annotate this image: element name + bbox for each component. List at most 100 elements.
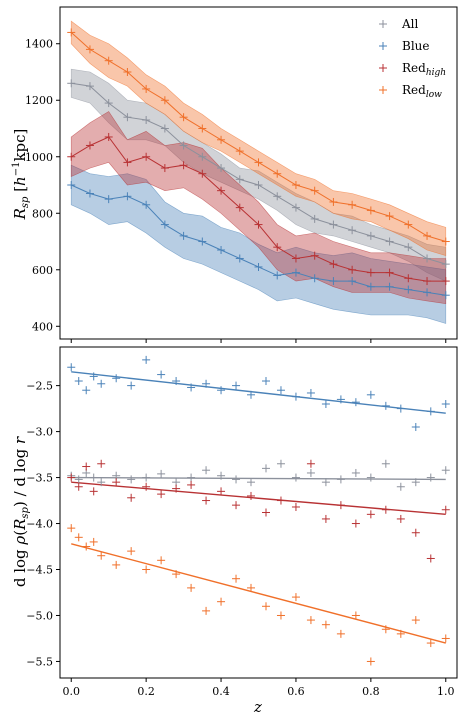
- marker-blue: [423, 288, 432, 297]
- marker-red-low: [89, 537, 98, 546]
- marker-red-low: [160, 96, 169, 105]
- marker-all: [97, 478, 106, 487]
- marker-red-high: [235, 203, 244, 212]
- marker-red-low: [411, 616, 420, 625]
- marker-blue: [142, 355, 151, 364]
- marker-blue: [411, 422, 420, 431]
- marker-blue: [97, 379, 106, 388]
- marker-all: [198, 152, 207, 161]
- marker-blue: [247, 390, 256, 399]
- marker-all: [310, 214, 319, 223]
- fit-line-red-low: [71, 543, 446, 644]
- marker-blue: [198, 237, 207, 246]
- marker-all: [202, 466, 211, 475]
- marker-red-high: [310, 251, 319, 260]
- bottom-x-ticks: 0.0 0.2 0.4 0.6 0.8 1.0: [62, 678, 455, 698]
- fit-line-red-high: [71, 481, 446, 516]
- marker-blue: [261, 377, 270, 386]
- marker-blue: [254, 262, 263, 271]
- bottom-x-tick-label: 0.4: [212, 685, 230, 698]
- marker-red-low: [441, 634, 450, 643]
- legend-label: Redlow: [402, 83, 442, 100]
- marker-red-low: [306, 616, 315, 625]
- marker-blue: [85, 189, 94, 198]
- marker-red-high: [217, 186, 226, 195]
- top-y-ticks: 400 600 800 1000 1200 1400: [25, 38, 60, 333]
- marker-red-low: [273, 169, 282, 178]
- marker-red-high: [276, 496, 285, 505]
- marker-red-low: [74, 533, 83, 542]
- top-x-ticks: [70, 339, 447, 343]
- marker-red-high: [329, 260, 338, 269]
- marker-red-low: [336, 629, 345, 638]
- marker-red-low: [112, 560, 121, 569]
- marker-all: [276, 459, 285, 468]
- marker-red-high: [112, 478, 121, 487]
- marker-red-high: [366, 510, 375, 519]
- marker-all: [404, 243, 413, 252]
- marker-red-high: [396, 514, 405, 523]
- fit-line-blue: [71, 371, 446, 414]
- bottom-markers: [67, 355, 450, 666]
- marker-blue: [366, 282, 375, 291]
- marker-red-low: [329, 197, 338, 206]
- marker-blue: [404, 285, 413, 294]
- marker-all: [142, 473, 151, 482]
- marker-red-high: [187, 480, 196, 489]
- legend-label: All: [401, 17, 419, 31]
- marker-blue: [160, 220, 169, 229]
- marker-red-high: [381, 505, 390, 514]
- marker-all: [291, 203, 300, 212]
- marker-red-low: [291, 181, 300, 190]
- marker-blue: [74, 377, 83, 386]
- marker-red-high: [142, 482, 151, 491]
- marker-all: [306, 468, 315, 477]
- fit-line-all: [71, 476, 446, 481]
- marker-blue: [276, 386, 285, 395]
- marker-red-low: [127, 547, 136, 556]
- marker-all: [247, 478, 256, 487]
- marker-all: [67, 79, 76, 88]
- marker-red-low: [187, 583, 196, 592]
- marker-red-high: [232, 501, 241, 510]
- marker-blue: [306, 388, 315, 397]
- marker-red-high: [67, 152, 76, 161]
- marker-all: [366, 473, 375, 482]
- marker-red-low: [97, 551, 106, 560]
- top-markers: [67, 28, 450, 300]
- marker-all: [441, 466, 450, 475]
- top-axes-frame: [59, 6, 458, 340]
- marker-red-low: [254, 158, 263, 167]
- marker-red-low: [82, 542, 91, 551]
- marker-blue: [157, 370, 166, 379]
- marker-red-high: [74, 482, 83, 491]
- top-y-tick-label: 600: [32, 264, 53, 277]
- marker-blue: [67, 363, 76, 372]
- marker-blue: [396, 404, 405, 413]
- top-y-axis-label: Rsp [h−1kpc]: [11, 129, 31, 221]
- marker-all: [160, 124, 169, 133]
- marker-red-high: [123, 158, 132, 167]
- marker-blue: [217, 386, 226, 395]
- marker-blue: [123, 192, 132, 201]
- marker-red-low: [276, 611, 285, 620]
- marker-red-low: [381, 625, 390, 634]
- marker-all: [85, 82, 94, 91]
- marker-blue: [142, 200, 151, 209]
- marker-red-high: [142, 152, 151, 161]
- marker-red-high: [426, 554, 435, 563]
- marker-blue: [291, 268, 300, 277]
- marker-red-low: [142, 565, 151, 574]
- marker-red-low: [441, 237, 450, 246]
- marker-blue: [89, 372, 98, 381]
- bottom-fit-lines: [71, 371, 446, 644]
- marker-blue: [366, 390, 375, 399]
- bottom-y-tick-label: −4.0: [26, 518, 53, 531]
- marker-all: [187, 473, 196, 482]
- marker-all: [232, 475, 241, 484]
- marker-red-high: [179, 161, 188, 170]
- top-y-tick-label: 800: [32, 207, 53, 220]
- marker-red-low: [67, 28, 76, 37]
- marker-red-low: [235, 147, 244, 156]
- marker-red-high: [411, 528, 420, 537]
